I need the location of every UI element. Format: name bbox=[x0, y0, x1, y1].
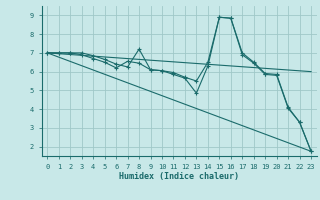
X-axis label: Humidex (Indice chaleur): Humidex (Indice chaleur) bbox=[119, 172, 239, 181]
